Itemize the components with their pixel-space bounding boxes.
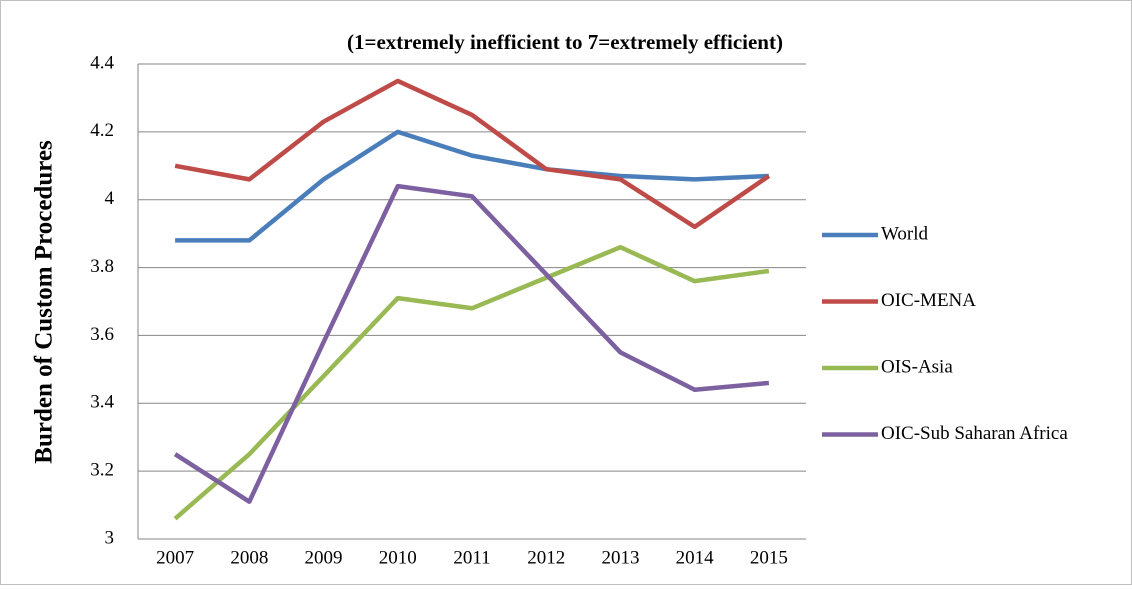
x-tick-label: 2013	[601, 547, 639, 568]
series-line	[174, 78, 771, 230]
x-tick-label: 2008	[230, 547, 268, 568]
x-tick-label: 2007	[156, 547, 194, 568]
legend-label: OIS-Asia	[881, 356, 953, 377]
y-tick-label: 3	[105, 527, 115, 548]
y-tick-label: 4.4	[90, 52, 114, 73]
x-tick-label: 2011	[453, 547, 490, 568]
x-tick-label: 2015	[750, 547, 788, 568]
y-tick-label: 3.4	[90, 392, 114, 413]
x-tick-label: 2009	[305, 547, 343, 568]
x-tick-label: 2014	[676, 547, 715, 568]
y-tick-label: 4.2	[90, 120, 114, 141]
series-line	[173, 244, 770, 521]
series-line	[173, 183, 770, 504]
y-tick-label: 3.6	[90, 324, 114, 345]
series-line	[175, 129, 769, 243]
legend-label: World	[881, 223, 929, 244]
x-tick-label: 2012	[527, 547, 565, 568]
x-tick-label: 2010	[379, 547, 417, 568]
y-tick-label: 4	[105, 188, 115, 209]
chart-title: (1=extremely inefficient to 7=extremely …	[347, 30, 783, 54]
legend-label: OIC-Sub Saharan Africa	[881, 423, 1068, 444]
y-tick-label: 3.8	[90, 256, 114, 277]
y-axis-label: Burden of Custom Procedures	[31, 140, 58, 464]
y-tick-label: 3.2	[90, 460, 114, 481]
legend-label: OIC-MENA	[881, 290, 976, 311]
